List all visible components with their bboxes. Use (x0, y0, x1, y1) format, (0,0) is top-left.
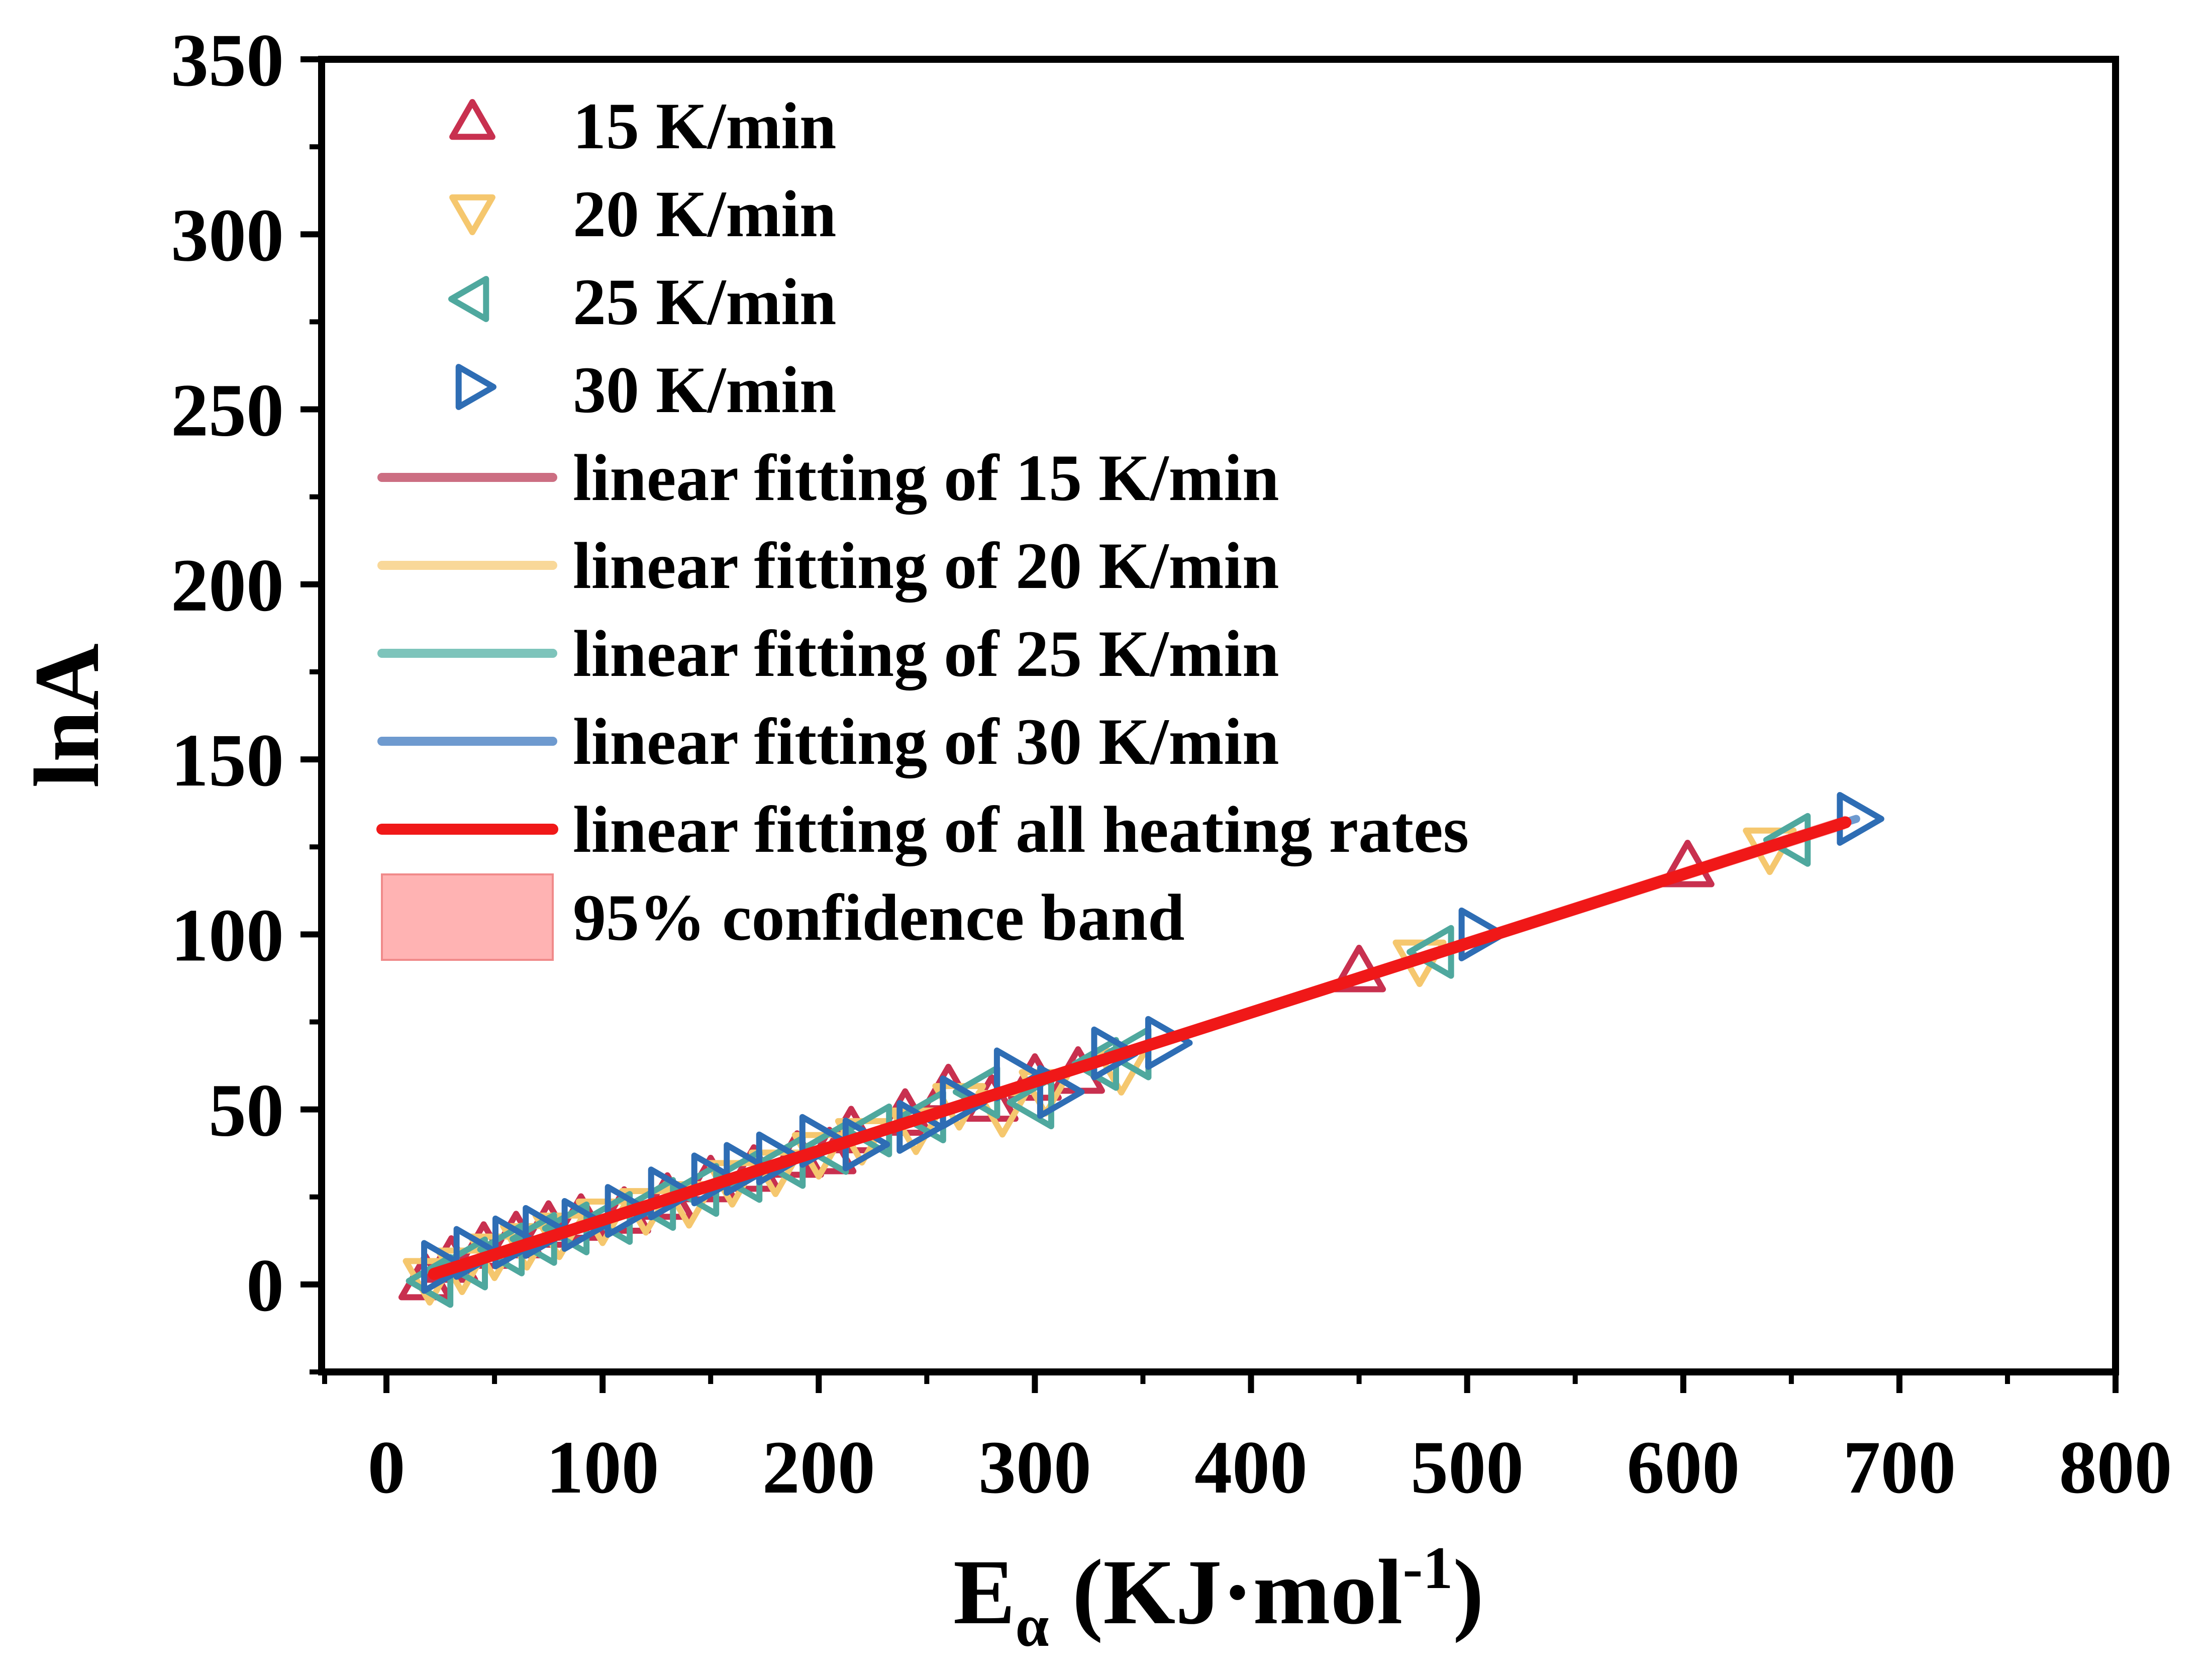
y-tick-label: 50 (209, 1069, 284, 1152)
x-axis-title-sup: -1 (1402, 1534, 1453, 1601)
legend-marker (449, 194, 495, 235)
x-tick-label: 700 (1843, 1426, 1956, 1509)
legend-label: 20 K/min (573, 177, 836, 251)
x-axis-title-sub: α (1015, 1592, 1049, 1659)
x-tick-label: 100 (546, 1426, 659, 1509)
legend-label: 15 K/min (573, 89, 836, 163)
x-axis-title: Eα (KJ·mol-1) (953, 1534, 1484, 1659)
x-tick-label: 300 (978, 1426, 1091, 1509)
data-point (421, 1240, 469, 1294)
data-point (492, 1215, 540, 1269)
data-point (561, 1198, 610, 1252)
legend-marker (449, 99, 495, 140)
x-tick-label: 600 (1627, 1426, 1740, 1509)
legend-item: 20 K/min (449, 177, 836, 251)
legend-label: 30 K/min (573, 353, 836, 427)
x-tick-label: 500 (1411, 1426, 1524, 1509)
data-point (1007, 1075, 1054, 1130)
x-tick-label: 200 (762, 1426, 875, 1509)
data-point (406, 1254, 454, 1308)
legend-label: linear fitting of 20 K/min (573, 529, 1279, 603)
data-point (1091, 1026, 1139, 1080)
legend-item: 95% confidence band (381, 873, 1184, 961)
legend: 15 K/min 20 K/min 25 K/min 30 K/min linear f… (376, 89, 1469, 961)
x-tick-label: 800 (2059, 1426, 2172, 1509)
legend-item: linear fitting of all heating rates (376, 793, 1469, 866)
y-tick-label: 200 (171, 544, 284, 627)
y-tick-label: 100 (171, 894, 284, 977)
x-axis-title-rest: (KJ·mol (1049, 1541, 1402, 1644)
legend-label: linear fitting of 15 K/min (573, 441, 1279, 515)
y-tick-label: 300 (171, 193, 284, 277)
axis-ticks-layer: 0 100 200 300 400 500 600 700 800 0 50 100 150 200 250… (171, 19, 2172, 1509)
y-axis-title: lnA (16, 643, 119, 788)
legend-label: linear fitting of 30 K/min (573, 705, 1279, 778)
legend-item: linear fitting of 25 K/min (377, 617, 1279, 690)
legend-item: 30 K/min (455, 353, 836, 427)
data-point (691, 1152, 739, 1207)
data-point (724, 1142, 771, 1196)
legend-label: 25 K/min (573, 265, 836, 339)
legend-marker (448, 276, 489, 322)
legend-item: 15 K/min (449, 89, 836, 163)
x-axis-title-close: ) (1453, 1541, 1484, 1644)
x-tick-label: 400 (1194, 1426, 1308, 1509)
data-point (1458, 907, 1507, 961)
fit-line-all (428, 816, 1852, 1280)
y-tick-label: 0 (246, 1244, 284, 1327)
y-tick-label: 150 (171, 719, 284, 802)
y-tick-label: 250 (171, 369, 284, 452)
x-tick-label: 0 (368, 1426, 406, 1509)
legend-item: linear fitting of 15 K/min (377, 441, 1279, 515)
data-point (648, 1166, 696, 1221)
legend-label: 95% confidence band (573, 880, 1184, 954)
data-point (940, 1075, 987, 1130)
data-point (1037, 1065, 1085, 1119)
legend-marker (455, 364, 496, 410)
data-point (605, 1184, 653, 1238)
legend-item: 25 K/min (448, 265, 836, 339)
data-point (756, 1131, 804, 1185)
legend-label: linear fitting of 25 K/min (573, 617, 1279, 690)
legend-item: linear fitting of 20 K/min (377, 529, 1279, 603)
legend-item: linear fitting of 30 K/min (377, 705, 1279, 778)
y-tick-label: 350 (171, 19, 284, 102)
legend-label: linear fitting of all heating rates (573, 793, 1469, 866)
legend-band-swatch (381, 873, 554, 961)
x-axis-title-main: E (953, 1541, 1015, 1644)
plot-frame (318, 56, 2119, 1375)
